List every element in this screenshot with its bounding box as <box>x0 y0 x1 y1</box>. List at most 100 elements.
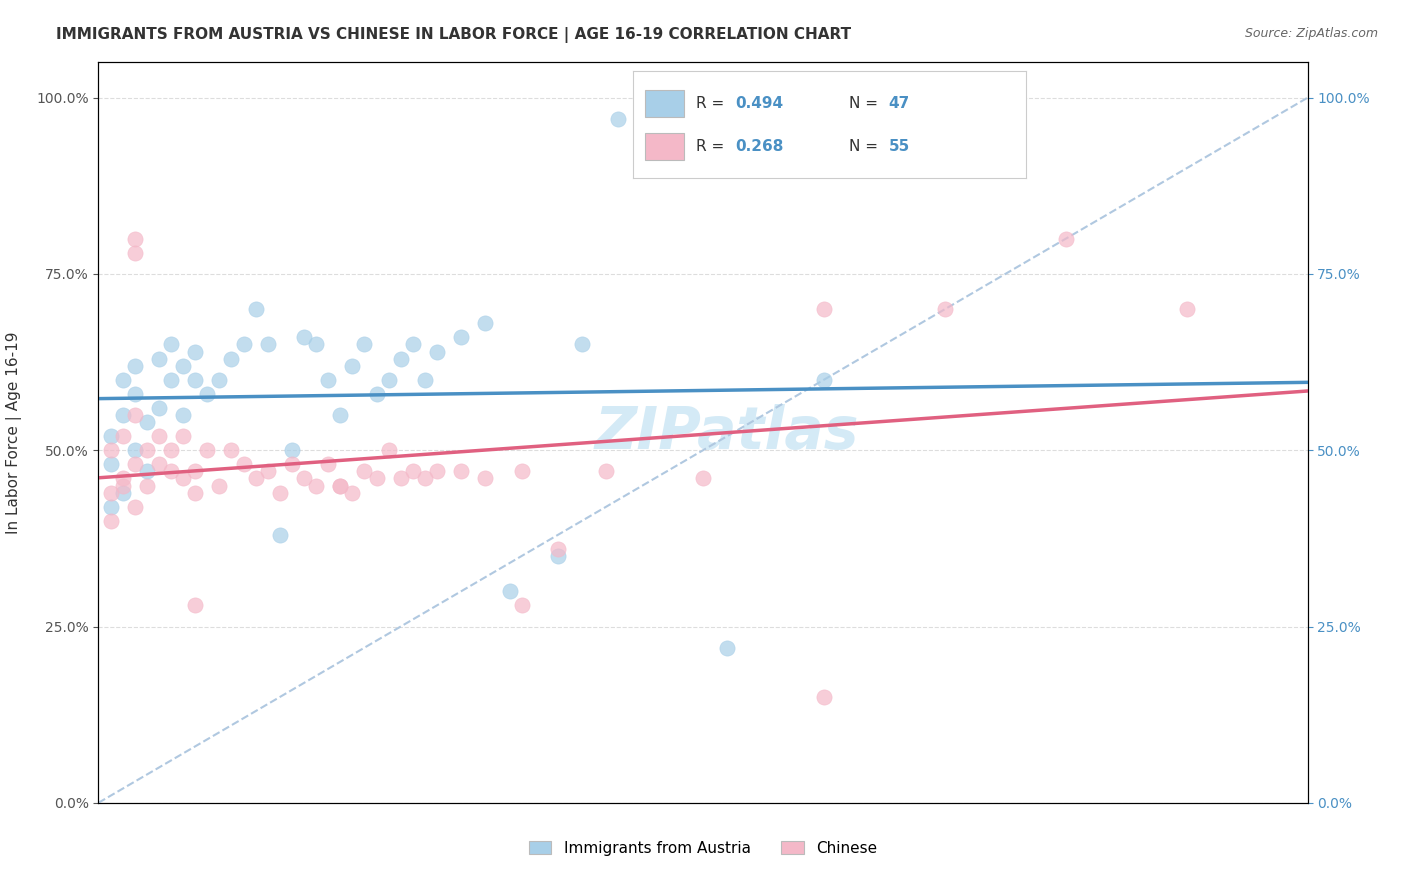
Point <box>100 458 122 472</box>
Point <box>292 330 315 344</box>
FancyBboxPatch shape <box>644 90 683 117</box>
Y-axis label: In Labor Force | Age 16-19: In Labor Force | Age 16-19 <box>6 331 22 534</box>
Point <box>571 337 593 351</box>
Point <box>716 640 738 655</box>
Point <box>281 443 304 458</box>
Point <box>377 373 399 387</box>
Point <box>498 584 520 599</box>
Point <box>474 471 496 485</box>
Point <box>124 387 146 401</box>
Point <box>184 344 207 359</box>
Point <box>402 337 425 351</box>
Point <box>111 429 134 443</box>
Point <box>474 316 496 330</box>
Point <box>413 373 436 387</box>
Point <box>135 464 157 478</box>
Point <box>450 464 472 478</box>
Text: N =: N = <box>849 139 879 153</box>
Point <box>595 464 617 478</box>
Point <box>366 471 388 485</box>
Point <box>269 485 291 500</box>
Point <box>221 443 243 458</box>
Point <box>172 471 194 485</box>
Point <box>148 351 170 366</box>
Point <box>342 485 364 500</box>
Point <box>148 458 170 472</box>
Point <box>547 549 569 563</box>
Point <box>245 471 267 485</box>
Point <box>124 458 146 472</box>
Point <box>124 232 146 246</box>
Point <box>124 443 146 458</box>
Point <box>934 302 956 317</box>
Point <box>377 443 399 458</box>
Point <box>389 351 412 366</box>
Point <box>208 373 231 387</box>
Point <box>316 458 339 472</box>
Point <box>184 485 207 500</box>
Point <box>184 373 207 387</box>
Point <box>692 471 714 485</box>
Point <box>124 408 146 422</box>
Point <box>1175 302 1198 317</box>
Point <box>329 478 352 492</box>
Point <box>510 464 533 478</box>
Text: R =: R = <box>696 96 724 111</box>
Point <box>111 485 134 500</box>
Text: 0.268: 0.268 <box>735 139 783 153</box>
Point <box>426 464 449 478</box>
Point <box>256 464 278 478</box>
Point <box>160 373 183 387</box>
Text: N =: N = <box>849 96 879 111</box>
Text: 55: 55 <box>889 139 910 153</box>
Point <box>111 478 134 492</box>
Point <box>813 302 835 317</box>
Text: R =: R = <box>696 139 724 153</box>
Point <box>292 471 315 485</box>
Text: 47: 47 <box>889 96 910 111</box>
Point <box>389 471 412 485</box>
Point <box>269 528 291 542</box>
Point <box>813 690 835 704</box>
Point <box>124 500 146 514</box>
Point <box>172 408 194 422</box>
Point <box>172 429 194 443</box>
Point <box>111 408 134 422</box>
Point <box>100 514 122 528</box>
Text: ZIPatlas: ZIPatlas <box>595 404 859 461</box>
Text: Source: ZipAtlas.com: Source: ZipAtlas.com <box>1244 27 1378 40</box>
Point <box>195 443 218 458</box>
Point <box>208 478 231 492</box>
Point <box>124 245 146 260</box>
Point <box>160 443 183 458</box>
Point <box>135 478 157 492</box>
Point <box>184 464 207 478</box>
Point <box>450 330 472 344</box>
FancyBboxPatch shape <box>644 133 683 160</box>
Point <box>160 464 183 478</box>
Point <box>184 599 207 613</box>
Point <box>402 464 425 478</box>
Point <box>813 373 835 387</box>
Point <box>245 302 267 317</box>
Point <box>135 415 157 429</box>
Point <box>316 373 339 387</box>
Point <box>232 458 254 472</box>
Point <box>353 464 375 478</box>
Point <box>281 458 304 472</box>
Point <box>366 387 388 401</box>
Point <box>124 359 146 373</box>
Point <box>221 351 243 366</box>
Point <box>232 337 254 351</box>
Point <box>256 337 278 351</box>
Point <box>329 408 352 422</box>
Point <box>111 373 134 387</box>
Point <box>547 541 569 556</box>
Point <box>342 359 364 373</box>
Point <box>426 344 449 359</box>
Point <box>305 337 328 351</box>
Point <box>510 599 533 613</box>
Point <box>1054 232 1077 246</box>
Legend: Immigrants from Austria, Chinese: Immigrants from Austria, Chinese <box>523 835 883 862</box>
Point <box>607 112 630 126</box>
